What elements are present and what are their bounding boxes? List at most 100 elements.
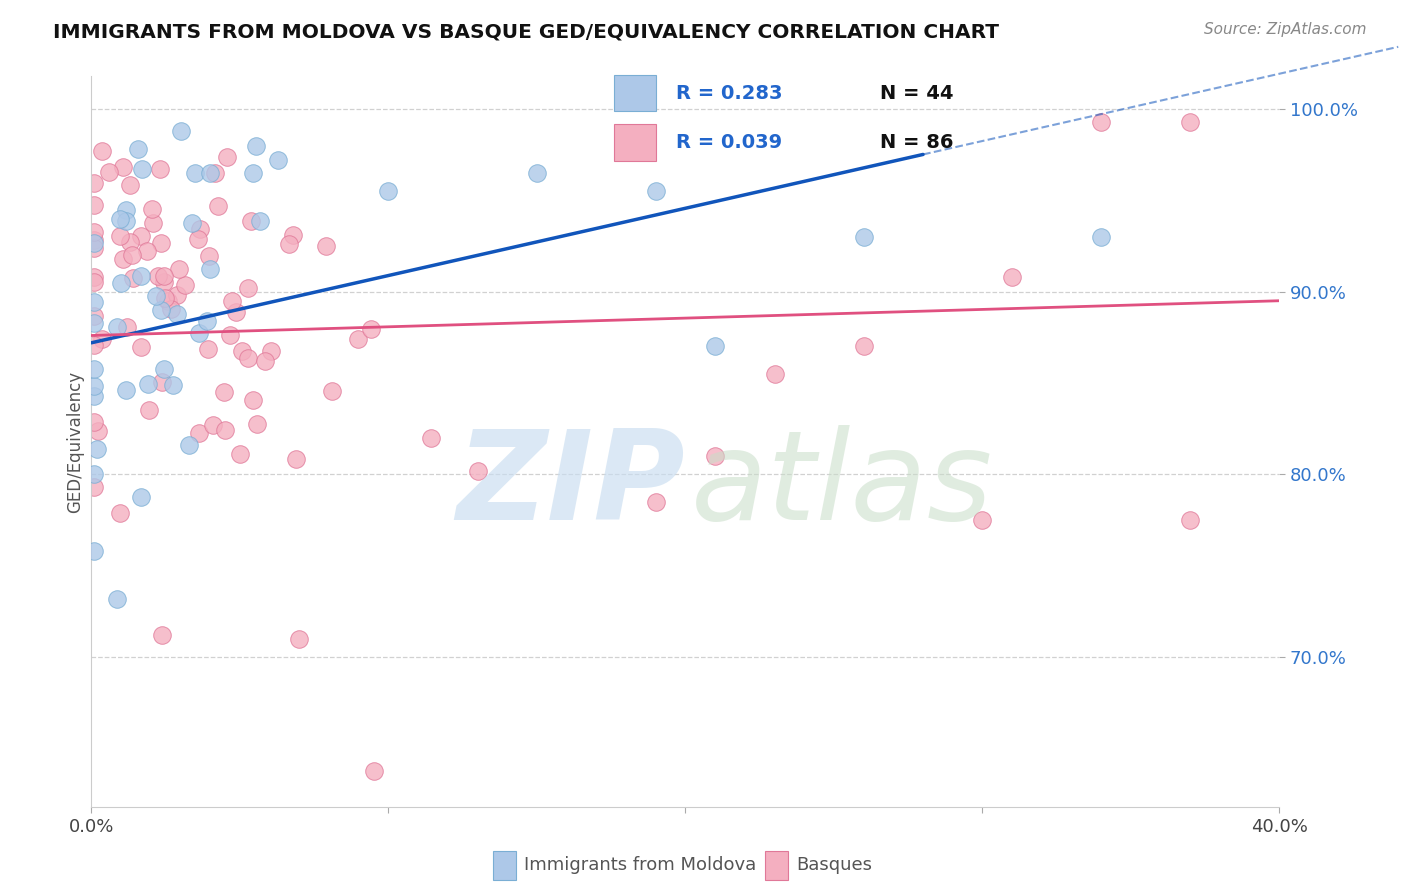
Point — [112, 252, 135, 266]
Point — [200, 262, 222, 277]
Point — [467, 464, 489, 478]
Point — [162, 378, 184, 392]
Point — [83, 309, 105, 323]
Point — [83, 270, 105, 285]
Point — [152, 627, 174, 641]
Point — [166, 307, 188, 321]
Point — [644, 184, 666, 198]
Point — [704, 339, 727, 353]
Point — [110, 277, 132, 291]
Point — [704, 449, 727, 463]
Point — [83, 467, 105, 482]
Point — [972, 513, 994, 527]
Point — [149, 236, 172, 251]
Point — [212, 385, 235, 400]
Point — [281, 228, 304, 243]
Point — [159, 301, 181, 316]
Point — [108, 212, 131, 227]
Bar — [765, 851, 789, 880]
Point — [90, 332, 112, 346]
Point — [200, 166, 222, 180]
Point — [419, 431, 441, 445]
Point — [83, 241, 105, 255]
Point — [111, 160, 134, 174]
Point — [229, 447, 252, 461]
Point — [138, 402, 160, 417]
Point — [83, 295, 105, 310]
Point — [225, 305, 247, 319]
Point — [181, 216, 204, 230]
Point — [217, 150, 239, 164]
Point — [131, 490, 153, 504]
Point — [166, 287, 188, 301]
Point — [83, 389, 105, 403]
Point — [83, 235, 105, 250]
Point — [278, 236, 301, 251]
Point — [1090, 229, 1112, 244]
Point — [285, 452, 308, 467]
Point — [149, 162, 172, 177]
Point — [83, 415, 105, 429]
Point — [260, 344, 283, 359]
Point — [246, 417, 269, 431]
Point — [188, 326, 211, 340]
Point — [204, 166, 226, 180]
Point — [236, 280, 259, 294]
Point — [187, 232, 209, 246]
Point — [1180, 114, 1202, 128]
Point — [150, 375, 173, 389]
Point — [267, 153, 290, 168]
Point — [188, 222, 211, 236]
Point — [83, 338, 105, 352]
Point — [141, 202, 163, 216]
Point — [347, 332, 370, 346]
Point — [83, 233, 105, 247]
Point — [214, 423, 236, 437]
Point — [198, 249, 221, 263]
Point — [242, 393, 264, 408]
Point — [117, 319, 139, 334]
Text: R = 0.283: R = 0.283 — [676, 84, 783, 103]
Text: N = 44: N = 44 — [880, 84, 953, 103]
Point — [321, 384, 343, 399]
Point — [315, 239, 337, 253]
Point — [153, 275, 176, 289]
Point — [202, 417, 225, 432]
Point — [90, 144, 112, 158]
Y-axis label: GED/Equivalency: GED/Equivalency — [66, 370, 84, 513]
Point — [145, 288, 167, 302]
Point — [253, 354, 276, 368]
Point — [852, 229, 875, 244]
Point — [167, 261, 190, 276]
Point — [146, 268, 169, 283]
Point — [1180, 513, 1202, 527]
Point — [83, 177, 105, 191]
Point — [136, 244, 159, 259]
Point — [170, 124, 193, 138]
Point — [115, 203, 138, 218]
Point — [142, 216, 165, 230]
Point — [122, 271, 145, 285]
Point — [644, 495, 666, 509]
Text: ZIP: ZIP — [457, 425, 685, 546]
Point — [153, 268, 176, 283]
Point — [83, 198, 105, 212]
Point — [360, 322, 382, 336]
Point — [763, 367, 786, 381]
Point — [118, 178, 141, 193]
Point — [129, 229, 152, 244]
Point — [120, 235, 142, 249]
Text: N = 86: N = 86 — [880, 133, 953, 152]
Point — [83, 316, 105, 330]
Point — [107, 591, 129, 606]
Point — [83, 379, 105, 393]
Point — [83, 225, 105, 239]
Point — [86, 442, 108, 456]
Point — [83, 275, 105, 289]
Point — [121, 248, 143, 262]
Point — [195, 314, 218, 328]
Point — [231, 344, 253, 359]
Point — [115, 214, 138, 228]
Point — [236, 351, 259, 365]
Point — [98, 165, 121, 179]
